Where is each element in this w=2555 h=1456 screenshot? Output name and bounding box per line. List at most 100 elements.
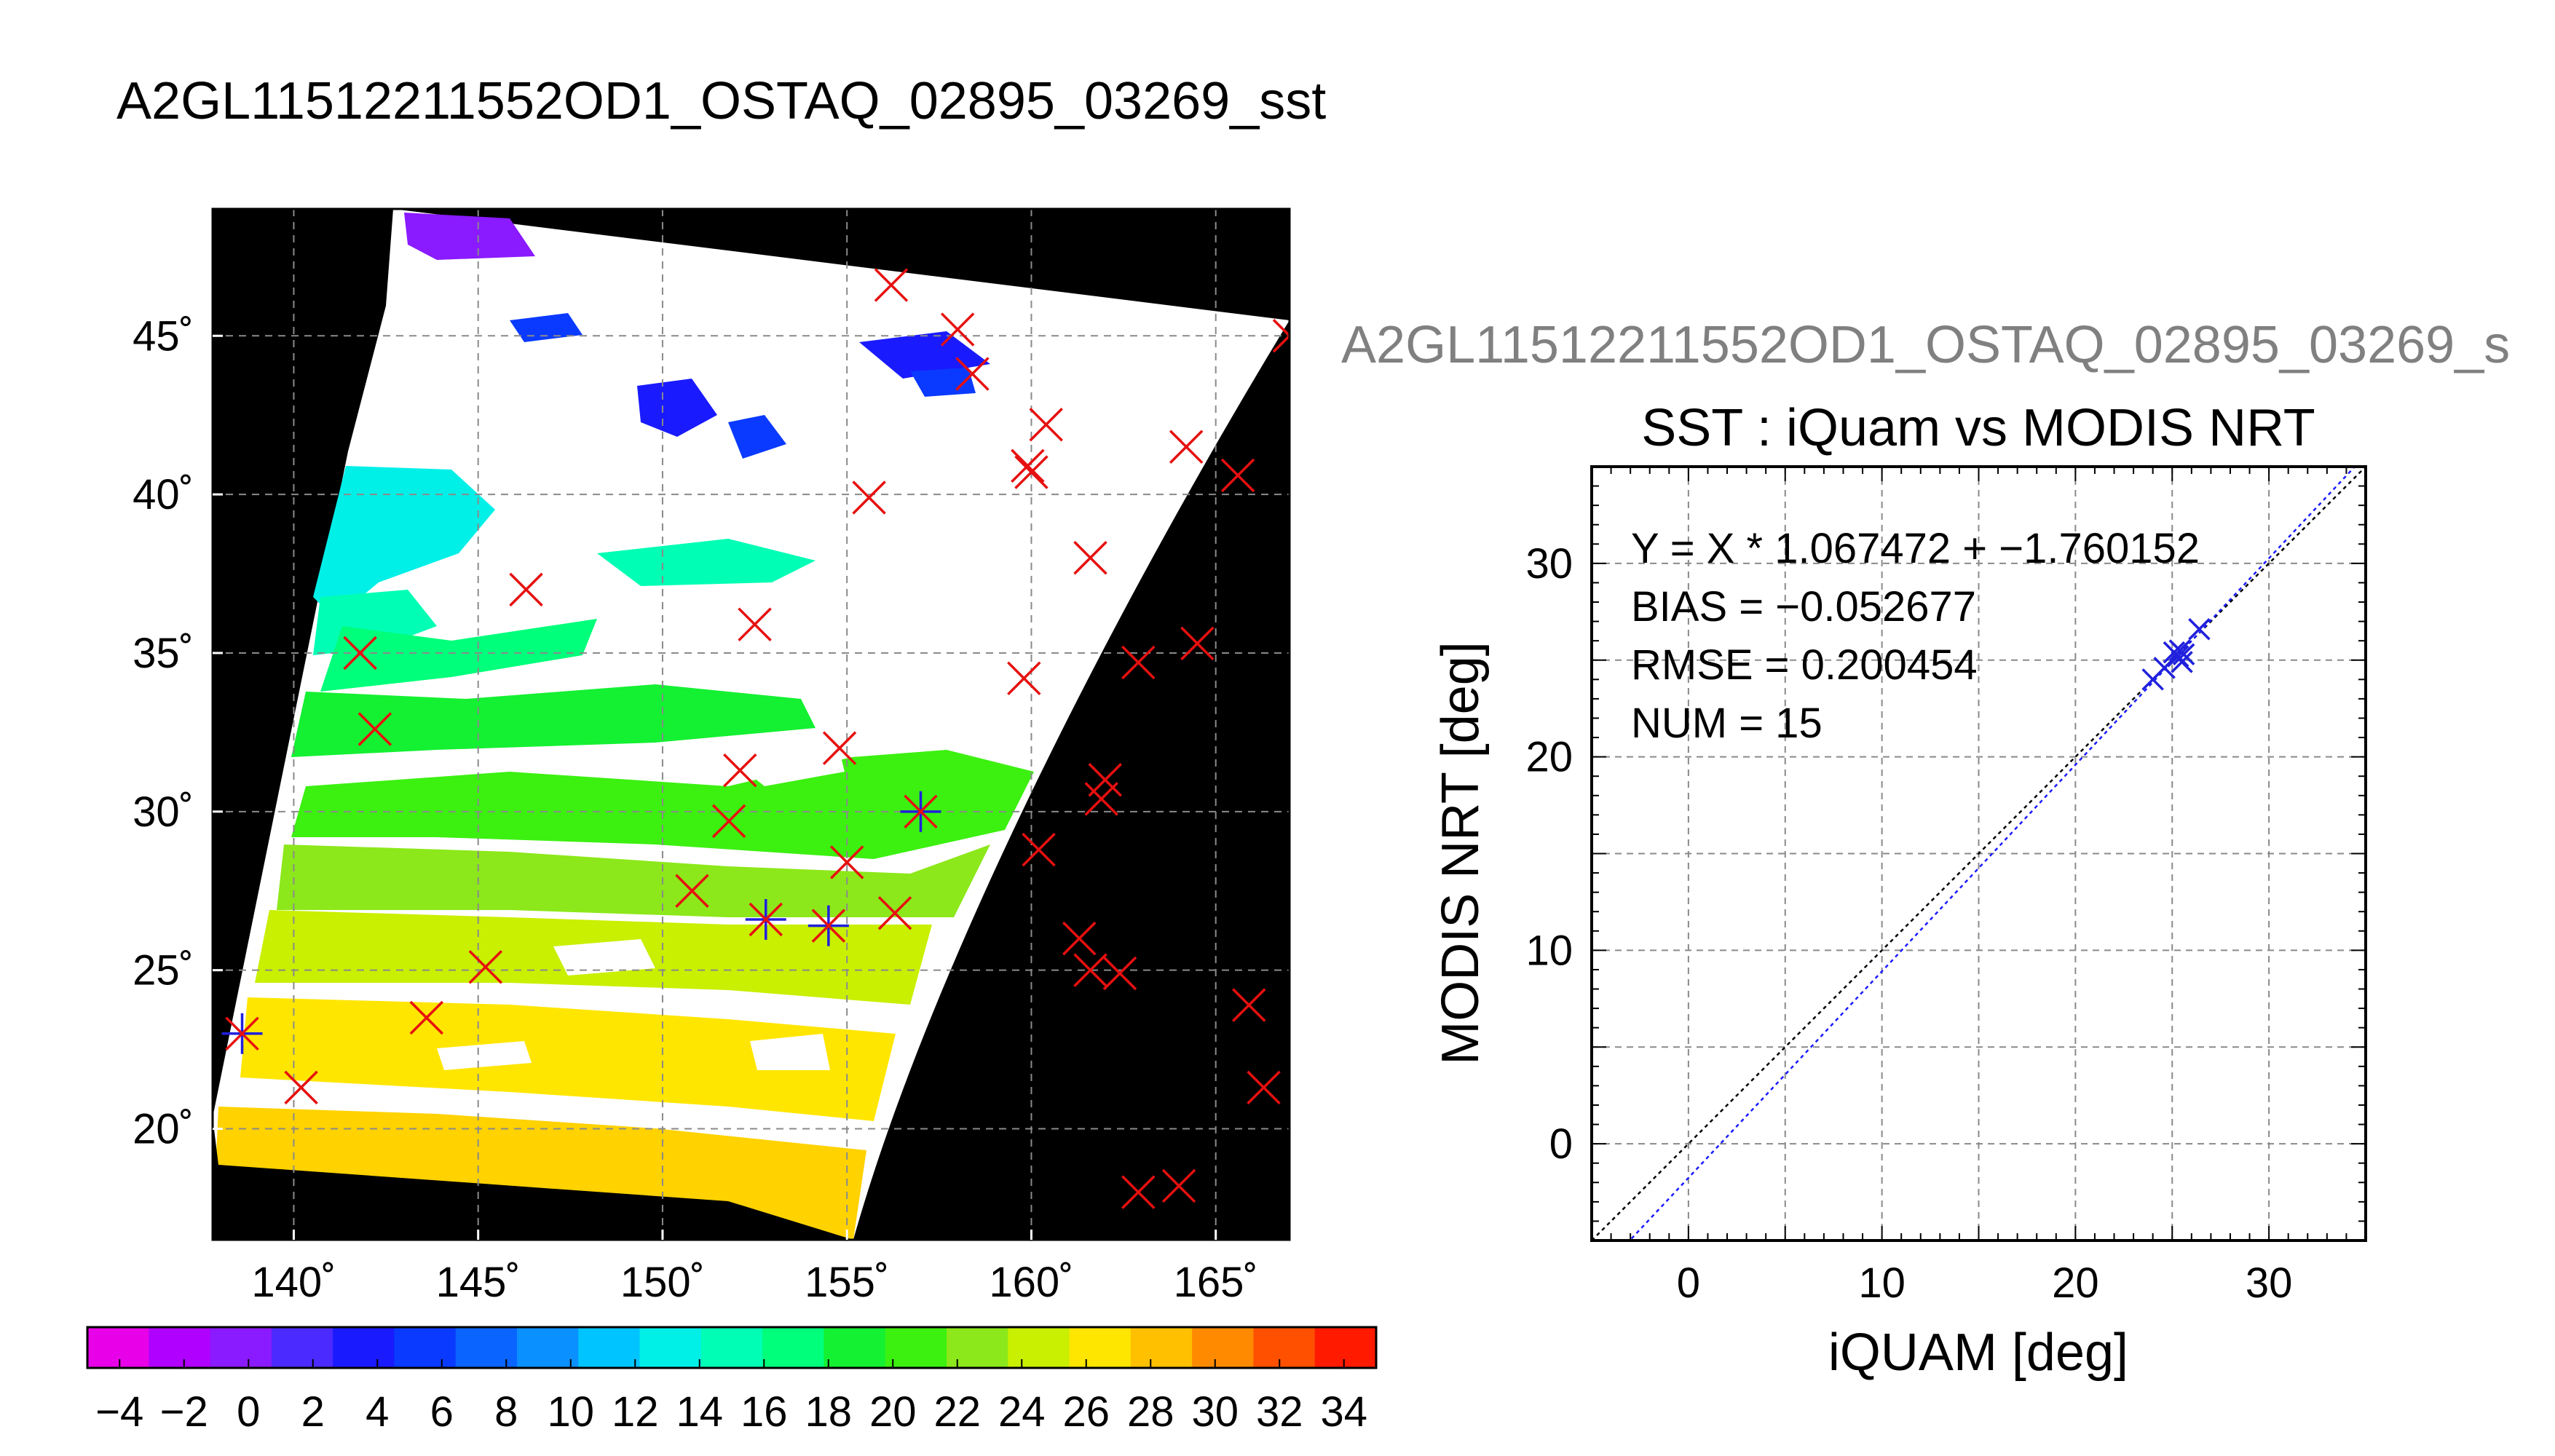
colorbar-tick-label: 14 (676, 1388, 723, 1436)
scatter-point-stroke (2188, 617, 2211, 641)
scatter-point (2172, 643, 2195, 666)
matchup-marker (900, 791, 941, 832)
map-latitude-ticks: 20˚ 25˚ 30˚ 35˚ 40˚ 45˚ (133, 312, 223, 1153)
scatter-xtick-label: 10 (1858, 1259, 1906, 1307)
scatter-xtick-label: 20 (2052, 1259, 2099, 1307)
colorbar-tick-label: 34 (1320, 1388, 1367, 1436)
colorbar-tick-label: 8 (494, 1388, 518, 1436)
scatter-point-stroke (2171, 651, 2193, 673)
colorbar-frame (86, 1326, 1378, 1369)
iquam-marker-stroke (675, 874, 709, 908)
iquam-marker (1220, 458, 1255, 493)
scatter-plot: SST : iQuam vs MODIS NRT 0 10 20 30 0 10 20 30… (1431, 399, 2367, 1382)
scatter-point (2153, 657, 2176, 679)
iquam-marker-stroke (1022, 832, 1056, 867)
cloud-gap (437, 1041, 532, 1070)
sst-cool-band (320, 619, 597, 692)
matchup-marker-stroke (749, 902, 783, 937)
colorbar-swatch (87, 1327, 149, 1368)
iquam-marker (1180, 626, 1215, 661)
scatter-minor-ticks (1592, 467, 2366, 1241)
colorbar-tick-label: 30 (1191, 1388, 1239, 1436)
sst-cold-patch (859, 331, 990, 379)
scatter-point-stroke (2172, 643, 2195, 666)
colorbar-swatch (149, 1327, 211, 1368)
iquam-marker-stroke (940, 312, 975, 347)
map-longitude-ticks: 140˚ 145˚ 150˚ 155˚ 160˚ 165˚ (251, 1230, 1258, 1306)
iquam-marker (409, 1000, 444, 1035)
sst-cold-patch (910, 368, 976, 397)
iquam-marker-stroke (284, 1070, 318, 1105)
colorbar-swatch (639, 1327, 702, 1368)
iquam-marker-stroke (1161, 1168, 1196, 1203)
iquam-marker-stroke (1084, 782, 1118, 816)
map-ytick-label: 25˚ (133, 947, 194, 994)
swath-edge-black (213, 1117, 853, 1240)
colorbar-swatch (824, 1327, 886, 1368)
iquam-marker-stroke (343, 636, 377, 670)
map-xtick-label: 160˚ (989, 1259, 1073, 1306)
fit-statistics: Y = X * 1.067472 + −1.760152 BIAS = −0.05… (1631, 525, 2200, 747)
iquam-marker (1007, 661, 1041, 696)
iquam-marker (675, 874, 709, 908)
iquam-marker-stroke (1073, 953, 1107, 987)
colorbar-tick-label: 26 (1062, 1388, 1110, 1436)
iquam-marker-stroke (1272, 333, 1290, 353)
colorbar-swatch (394, 1327, 457, 1368)
colorbar-swatch (1192, 1327, 1255, 1368)
sst-colorbar: −4 −2 0 2 4 6 8 10 12 14 16 18 20 22 24 26 28 30 32 34 (86, 1326, 1378, 1436)
sst-cold-patch (404, 213, 535, 260)
sst-cold-patch (510, 313, 583, 342)
iquam-marker-stroke (1102, 956, 1137, 991)
sst-cold-patch (728, 415, 786, 459)
colorbar-tick-label: 12 (612, 1388, 659, 1436)
map-xtick-label: 145˚ (436, 1259, 521, 1306)
fit-statistic: Y = X * 1.067472 + −1.760152 (1631, 525, 2200, 572)
scatter-x-axis-label: iQUAM [deg] (1828, 1324, 2128, 1382)
sst-mid-band (277, 844, 990, 917)
scatter-ytick-label: 30 (1525, 540, 1573, 587)
sst-cool-band (313, 466, 495, 619)
scatter-point (2171, 651, 2193, 673)
colorbar-swatch (885, 1327, 947, 1368)
matchup-marker-stroke (904, 794, 938, 829)
iquam-marker-stroke (358, 712, 392, 746)
swath-edge-black (853, 320, 1290, 1240)
iquam-marker-stroke (955, 357, 990, 391)
iquam-marker (1011, 448, 1045, 483)
iquam-marker (874, 268, 909, 302)
map-title: A2GL11512211552OD1_OSTAQ_02895_03269_sst (117, 72, 1326, 130)
iquam-marker-stroke (409, 1000, 444, 1035)
iquam-marker (1062, 921, 1097, 956)
cloud-gap (553, 939, 655, 976)
iquam-marker-stroke (822, 731, 857, 765)
scatter-title: SST : iQuam vs MODIS NRT (1641, 399, 2315, 457)
colorbar-swatch (578, 1327, 641, 1368)
iquam-marker (1073, 541, 1107, 575)
iquam-marker-stroke (468, 950, 503, 984)
fit-statistic: BIAS = −0.052677 (1631, 583, 1976, 630)
iquam-marker-stroke (711, 804, 746, 839)
matchup-marker-stroke (225, 1016, 259, 1051)
iquam-marker (1014, 455, 1049, 489)
colorbar-swatch (271, 1327, 333, 1368)
iquam-marker (852, 480, 886, 515)
scatter-xtick-label: 30 (2246, 1259, 2293, 1307)
scatter-grid (1592, 467, 2366, 1241)
iquam-marker (509, 572, 543, 607)
colorbar-tick-label: 28 (1127, 1388, 1174, 1436)
iquam-marker (1169, 430, 1204, 464)
map-ytick-label: 30˚ (133, 788, 194, 836)
iquam-marker-stroke (1007, 661, 1041, 696)
scatter-ytick-label: 10 (1525, 927, 1573, 974)
colorbar-swatch (700, 1327, 763, 1368)
cloud-gap (728, 743, 845, 786)
colorbar-tick-label: 18 (805, 1388, 852, 1436)
iquam-marker (1161, 1168, 1196, 1203)
sst-map: 140˚ 145˚ 150˚ 155˚ 160˚ 165˚ 20˚ 25˚ 30˚ 35˚ 40˚… (133, 207, 1291, 1306)
iquam-marker (877, 895, 912, 930)
iquam-marker-stroke (1272, 319, 1290, 338)
scatter-points (2141, 617, 2211, 691)
colorbar-swatch (762, 1327, 825, 1368)
map-xtick-label: 155˚ (805, 1259, 889, 1306)
